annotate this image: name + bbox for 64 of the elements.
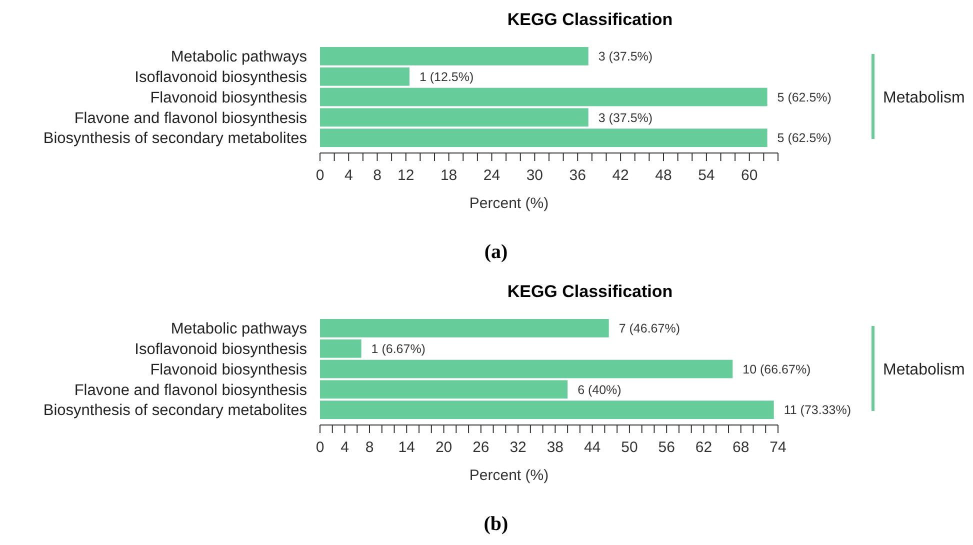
x-tick-label: 18 <box>440 167 458 184</box>
y-tick-label: Flavonoid biosynthesis <box>150 361 308 378</box>
x-tick-label: 30 <box>526 167 544 184</box>
text: Metabolism <box>883 90 965 107</box>
bar <box>320 47 588 66</box>
y-tick-label: Isoflavonoid biosynthesis <box>134 69 308 86</box>
bar <box>320 339 362 358</box>
x-tick-label: 8 <box>365 439 374 456</box>
data-label: 5 (62.5%) <box>777 131 832 146</box>
y-tick-label: Biosynthesis of secondary metabolites <box>43 130 308 148</box>
x-tick-label: 50 <box>621 439 638 456</box>
y-tick-label: Flavone and flavonol biosynthesis <box>74 110 308 127</box>
x-tick-label: 60 <box>741 167 758 184</box>
x-tick-label: 0 <box>316 167 324 184</box>
x-tick-label: 54 <box>698 167 715 184</box>
bar <box>320 108 588 127</box>
data-label: 6 (40%) <box>578 382 622 397</box>
y-tick-label: Flavonoid biosynthesis <box>150 89 308 106</box>
x-tick-label: 20 <box>435 439 452 456</box>
y-tick-label: Isoflavonoid biosynthesis <box>134 341 308 358</box>
data-label: 10 (66.67%) <box>742 362 811 376</box>
x-tick-label: 32 <box>510 439 526 456</box>
data-label: 1 (12.5%) <box>419 70 474 84</box>
x-tick-label: 68 <box>732 439 750 456</box>
x-axis-title: Percent (%) <box>469 195 549 212</box>
x-tick-label: 14 <box>398 439 415 456</box>
x-axis-title: Percent (%) <box>469 467 549 484</box>
x-tick-label: 8 <box>373 167 382 184</box>
chart-title: KEGG Classification <box>507 10 673 29</box>
x-tick-label: 48 <box>655 167 672 184</box>
text: Metabolism <box>883 362 965 379</box>
y-tick-label: Flavone and flavonol biosynthesis <box>74 382 308 399</box>
data-label: 7 (46.67%) <box>618 322 680 336</box>
x-tick-label: 24 <box>483 167 500 184</box>
y-tick-label: Biosynthesis of secondary metabolites <box>43 402 308 420</box>
text: (b) <box>484 513 508 535</box>
x-tick-label: 36 <box>569 167 586 184</box>
x-tick-label: 12 <box>398 167 414 184</box>
bar <box>320 128 768 147</box>
y-tick-label: Metabolic pathways <box>170 48 308 66</box>
x-tick-label: 4 <box>344 167 353 184</box>
bar <box>320 380 568 399</box>
bar <box>320 319 609 338</box>
x-tick-label: 74 <box>770 439 786 456</box>
x-tick-label: 4 <box>340 439 349 456</box>
bar <box>320 400 774 419</box>
bar <box>320 67 410 86</box>
text: (a) <box>484 241 508 263</box>
x-tick-label: 56 <box>658 439 675 456</box>
x-tick-label: 42 <box>612 167 629 184</box>
data-label: 11 (73.33%) <box>784 403 852 418</box>
x-tick-label: 44 <box>584 439 601 456</box>
x-tick-label: 38 <box>546 439 564 456</box>
data-label: 5 (62.5%) <box>777 90 832 104</box>
x-tick-label: 26 <box>472 439 490 456</box>
data-label: 3 (37.5%) <box>598 50 653 64</box>
bar <box>320 88 768 106</box>
data-label: 3 (37.5%) <box>598 110 653 125</box>
chart-title: KEGG Classification <box>507 282 673 301</box>
y-tick-label: Metabolic pathways <box>170 320 308 338</box>
bar <box>320 360 733 378</box>
data-label: 1 (6.67%) <box>371 342 426 356</box>
x-tick-label: 62 <box>695 439 712 456</box>
x-tick-label: 0 <box>316 439 324 456</box>
